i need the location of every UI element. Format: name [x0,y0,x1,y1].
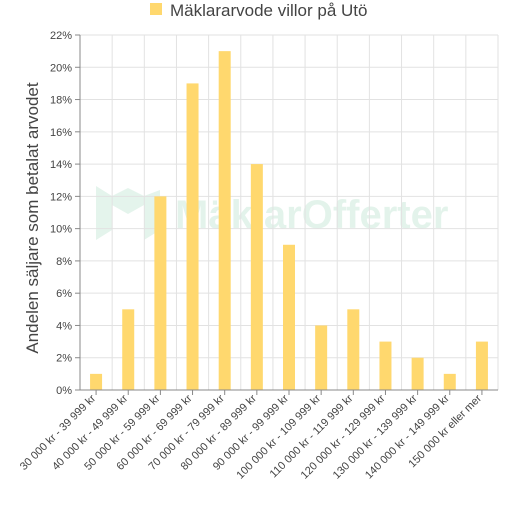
y-tick-label: 0% [56,385,72,397]
bar[interactable] [283,244,295,390]
bar[interactable] [411,357,424,390]
y-axis-title: Andelen säljare som betalat arvodet [23,82,42,353]
legend-swatch [150,3,162,15]
y-tick-label: 12% [50,191,72,203]
y-tick-label: 8% [56,256,72,268]
bar[interactable] [315,325,328,390]
bar[interactable] [443,373,456,390]
bar[interactable] [122,309,135,390]
legend-label: Mäklararvode villor på Utö [170,1,367,20]
y-tick-labels: 0% 2% 4% 6% 8% 10% 12% 14% 16% 18% 20% 22% [50,30,72,397]
y-tick-label: 20% [50,62,72,74]
axes [75,34,498,395]
bar[interactable] [347,309,360,390]
y-tick-label: 10% [50,224,72,236]
bar[interactable] [218,51,231,391]
bar[interactable] [475,341,488,390]
bar[interactable] [186,83,199,390]
bar[interactable] [379,341,392,390]
bar[interactable] [90,373,103,390]
y-tick-label: 16% [50,127,72,139]
y-tick-label: 18% [50,95,72,107]
y-tick-label: 2% [56,353,72,365]
y-tick-label: 22% [50,30,72,42]
y-tick-label: 14% [50,159,72,171]
bars [90,51,488,391]
bar[interactable] [250,164,263,390]
watermark-text: MäklarOfferter [175,193,448,237]
bar[interactable] [154,196,167,390]
watermark: MäklarOfferter [96,186,448,240]
watermark-logo-icon [96,186,160,240]
y-tick-label: 6% [56,288,72,300]
y-tick-label: 4% [56,320,72,332]
legend[interactable]: Mäklararvode villor på Utö [150,1,367,20]
